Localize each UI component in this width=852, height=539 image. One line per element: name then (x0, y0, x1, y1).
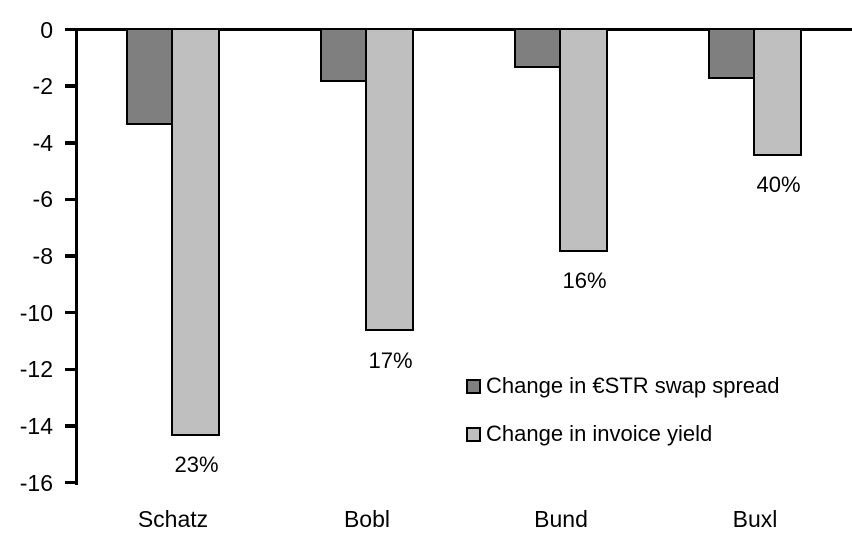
bar-value-label-bund: 16% (562, 268, 607, 294)
y-tick--12 (65, 367, 76, 371)
y-tick--14 (65, 424, 76, 428)
legend-swatch-estr-swap-spread (466, 378, 481, 394)
y-tick-label--6: -6 (32, 186, 53, 213)
y-tick-label--12: -12 (19, 356, 53, 383)
bar-change-in-invoice-yield-bund (558, 28, 608, 253)
bar-change-in-invoice-yield-bobl (364, 28, 414, 332)
y-tick--16 (65, 480, 76, 485)
legend-item-invoice-yield: Change in invoice yield (466, 422, 780, 446)
y-tick--8 (65, 254, 76, 258)
y-tick--10 (65, 310, 76, 315)
legend-label-estr-swap-spread: Change in €STR swap spread (486, 373, 780, 398)
bar-value-label-schatz: 23% (174, 452, 219, 478)
x-category-label-bobl: Bobl (343, 506, 391, 532)
y-tick-label--16: -16 (19, 469, 53, 496)
y-tick-label--4: -4 (32, 129, 53, 156)
bar-change-in-str-swap-spread-bobl (320, 28, 370, 83)
bar-change-in-invoice-yield-schatz (170, 28, 220, 437)
legend-label-invoice-yield: Change in invoice yield (486, 421, 713, 446)
x-category-label-bund: Bund (534, 506, 588, 532)
bar-value-label-bobl: 17% (368, 347, 413, 373)
y-tick-label-0: 0 (40, 16, 53, 43)
y-tick-label--14: -14 (19, 412, 53, 439)
y-tick--6 (65, 197, 76, 202)
y-tick-label--2: -2 (32, 73, 53, 100)
legend-swatch-invoice-yield (466, 426, 481, 442)
x-category-label-buxl: Buxl (732, 506, 778, 532)
y-tick-0 (65, 27, 76, 32)
x-category-label-schatz: Schatz (137, 506, 209, 532)
legend-item-estr-swap-spread: Change in €STR swap spread (466, 374, 780, 398)
bar-change-in-str-swap-spread-bund (514, 28, 564, 69)
x-axis-zero-line (65, 27, 852, 32)
y-tick--2 (65, 84, 76, 88)
bar-change-in-invoice-yield-buxl (752, 28, 802, 156)
bar-change-in-str-swap-spread-schatz (126, 28, 176, 125)
legend: Change in €STR swap spread Change in inv… (466, 374, 780, 470)
y-tick--4 (65, 141, 76, 145)
y-tick-label--10: -10 (19, 299, 53, 326)
bar-change-in-str-swap-spread-buxl (708, 28, 758, 80)
y-axis-line (74, 27, 78, 485)
y-tick-label--8: -8 (32, 243, 53, 269)
bar-value-label-buxl: 40% (756, 172, 801, 198)
